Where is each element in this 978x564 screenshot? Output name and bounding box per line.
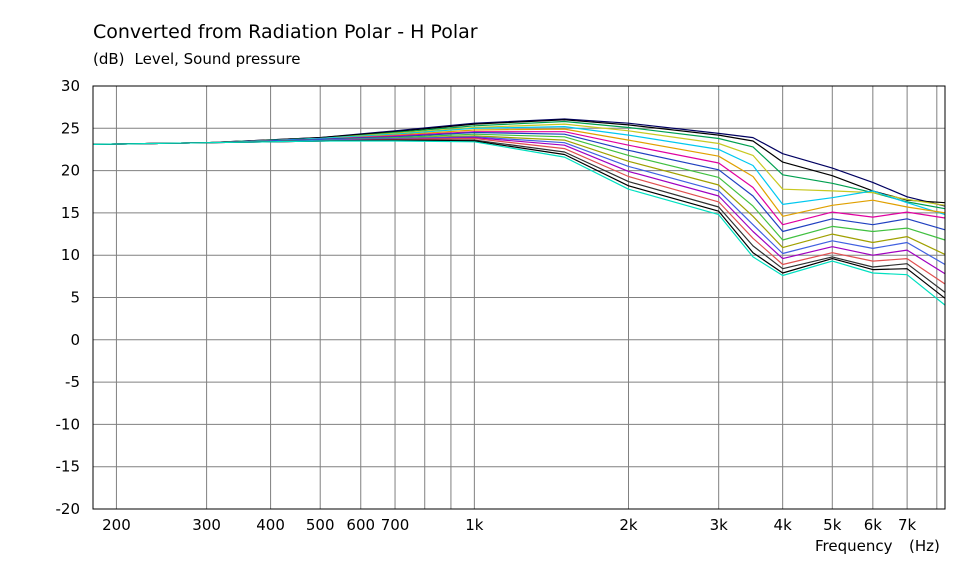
y-axis-label: (dB) Level, Sound pressure [93,50,310,68]
x-tick-label: 400 [256,516,285,534]
y-axis-title: Level, Sound pressure [134,50,301,68]
x-tick-label: 5k [823,516,842,534]
y-tick-label: -5 [65,373,80,391]
y-tick-label: 30 [61,77,80,95]
x-tick-label: 300 [192,516,221,534]
series-line [92,135,946,255]
x-tick-label: 2k [619,516,638,534]
series-line [92,123,946,206]
x-tick-labels: 200 300 400 500 600 700 1k 2k 3k 4k 5k 6k 7k [102,516,916,534]
x-tick-label: 500 [306,516,335,534]
y-tick-labels: 30 25 20 15 10 5 0 -5 -10 -15 -20 [56,77,81,518]
series-line [92,137,946,275]
x-tick-label: 600 [346,516,375,534]
y-tick-label: 25 [61,119,80,137]
y-tick-label: -10 [56,415,81,433]
y-tick-label: 5 [70,289,80,307]
chart-title: Converted from Radiation Polar - H Polar [93,21,478,43]
series-lines [92,118,946,306]
x-axis-title: Frequency [815,537,893,555]
plot-frame [92,85,946,510]
series-line [92,119,946,204]
series-line [92,133,946,241]
x-tick-label: 6k [864,516,883,534]
series-line [92,136,946,266]
y-tick-label: 15 [61,204,80,222]
series-line [92,131,946,233]
y-tick-label: -20 [56,500,81,518]
y-tick-label: 10 [61,246,80,264]
y-axis-unit: (dB) [93,50,125,68]
y-tick-label: -15 [56,458,81,476]
x-tick-label: 7k [898,516,917,534]
x-tick-label: 1k [465,516,484,534]
y-tick-label: 20 [61,162,80,180]
series-line [92,140,946,306]
x-tick-label: 200 [102,516,131,534]
x-axis-unit: (Hz) [909,537,940,555]
x-tick-label: 3k [710,516,729,534]
x-tick-label: 700 [381,516,410,534]
series-line [92,120,946,210]
series-line [92,125,946,216]
x-tick-label: 4k [774,516,793,534]
y-tick-label: 0 [70,331,80,349]
series-line [92,137,946,285]
